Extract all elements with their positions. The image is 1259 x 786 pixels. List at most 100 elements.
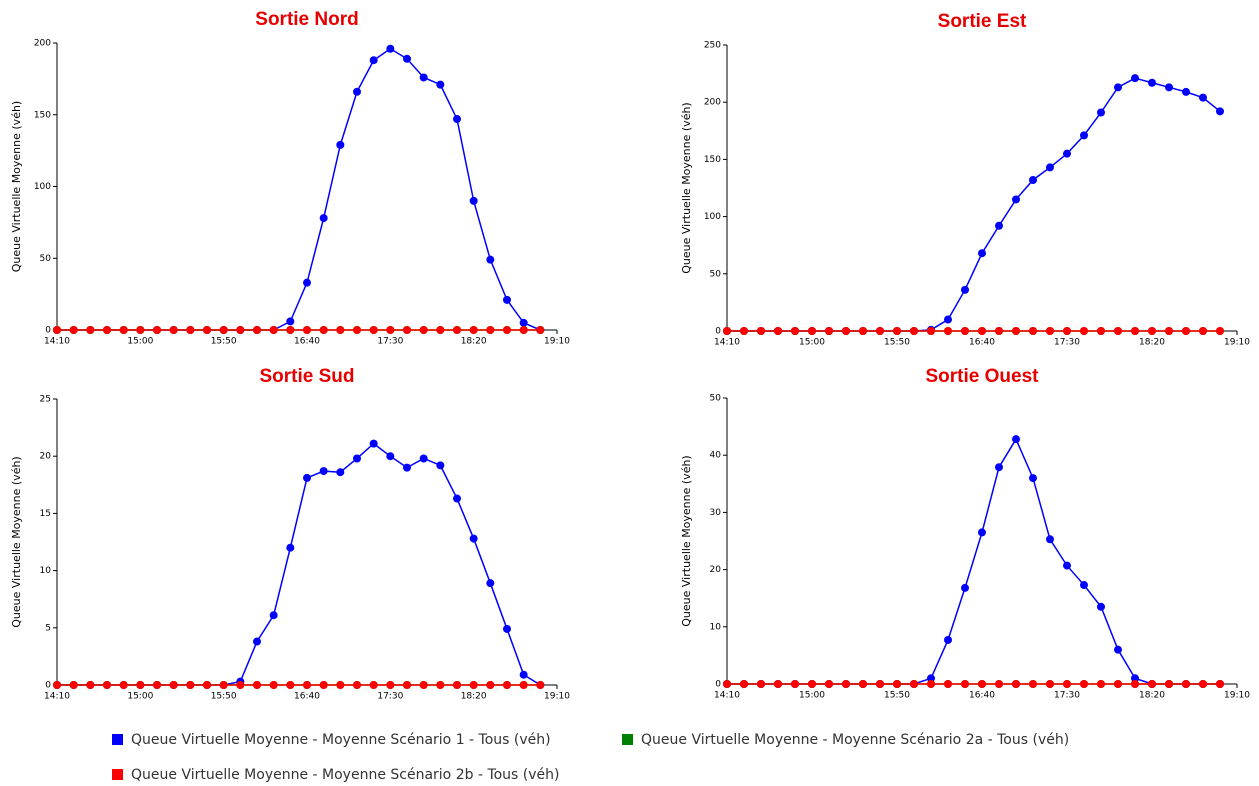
data-point xyxy=(1148,78,1156,87)
y-tick-label: 100 xyxy=(704,212,721,222)
data-point xyxy=(403,463,411,472)
data-point xyxy=(153,326,161,334)
data-point xyxy=(469,326,478,334)
data-point xyxy=(419,454,428,463)
chart-title: Sortie Sud xyxy=(259,366,354,387)
data-point xyxy=(69,326,78,334)
data-point xyxy=(469,196,478,205)
data-point xyxy=(1012,195,1020,204)
data-point xyxy=(486,681,495,689)
data-point xyxy=(1182,680,1190,688)
y-tick-label: 25 xyxy=(40,395,51,405)
x-tick-label: 16:40 xyxy=(969,338,995,348)
data-point xyxy=(859,327,867,335)
data-point xyxy=(995,463,1003,472)
data-point xyxy=(403,54,411,63)
data-point xyxy=(961,285,969,294)
x-tick-label: 17:30 xyxy=(1054,338,1080,348)
data-point xyxy=(403,326,411,334)
x-tick-label: 16:40 xyxy=(294,692,320,702)
data-point xyxy=(910,680,918,688)
series-line xyxy=(57,47,541,331)
data-point xyxy=(453,326,461,334)
y-tick-label: 0 xyxy=(715,327,721,337)
data-point xyxy=(436,461,445,470)
x-tick-label: 15:00 xyxy=(799,691,825,701)
data-point xyxy=(927,327,935,335)
data-point xyxy=(103,326,111,334)
series-line xyxy=(727,77,1221,332)
data-point xyxy=(369,326,378,334)
y-axis-label: Queue Virtuelle Moyenne (véh) xyxy=(10,456,23,627)
series-line xyxy=(57,442,541,686)
x-tick-label: 14:10 xyxy=(714,691,740,701)
x-tick-label: 14:10 xyxy=(44,337,70,347)
y-tick-label: 0 xyxy=(45,326,51,336)
data-point xyxy=(995,680,1003,688)
x-tick-label: 18:20 xyxy=(1139,338,1165,348)
y-tick-label: 5 xyxy=(45,623,51,633)
data-point xyxy=(469,681,478,689)
data-point xyxy=(53,326,61,334)
data-point xyxy=(1080,680,1088,688)
y-axis-label: Queue Virtuelle Moyenne (véh) xyxy=(680,102,693,273)
data-point xyxy=(453,681,461,689)
data-point xyxy=(961,680,969,688)
data-point xyxy=(1165,680,1173,688)
data-point xyxy=(1046,680,1054,688)
data-point xyxy=(944,635,952,644)
data-point xyxy=(1080,581,1088,590)
data-point xyxy=(757,680,765,688)
data-point xyxy=(203,326,211,334)
data-point xyxy=(876,327,884,335)
data-point xyxy=(386,452,395,461)
data-point xyxy=(961,583,969,592)
data-point xyxy=(269,326,278,334)
data-point xyxy=(336,140,345,149)
data-point xyxy=(1097,602,1105,611)
x-tick-label: 14:10 xyxy=(44,692,70,702)
data-point xyxy=(486,579,495,588)
y-tick-label: 10 xyxy=(710,622,722,632)
legend-label: Queue Virtuelle Moyenne - Moyenne Scénar… xyxy=(641,732,1069,748)
data-point xyxy=(336,681,345,689)
data-point xyxy=(403,681,411,689)
data-point xyxy=(353,326,361,334)
data-point xyxy=(303,681,311,689)
x-tick-label: 14:10 xyxy=(714,338,740,348)
x-tick-label: 17:30 xyxy=(377,337,403,347)
data-point xyxy=(269,681,278,689)
data-point xyxy=(740,680,748,688)
x-tick-label: 15:00 xyxy=(127,692,153,702)
data-point xyxy=(944,680,952,688)
data-point xyxy=(453,115,461,124)
x-tick-label: 15:50 xyxy=(211,337,237,347)
data-point xyxy=(961,327,969,335)
data-point xyxy=(486,326,495,334)
data-point xyxy=(503,624,511,633)
data-point xyxy=(723,680,731,688)
data-point xyxy=(1131,680,1139,688)
data-point xyxy=(436,80,445,89)
legend-label: Queue Virtuelle Moyenne - Moyenne Scénar… xyxy=(131,732,551,748)
data-point xyxy=(1029,327,1037,335)
data-point xyxy=(503,681,511,689)
x-tick-label: 18:20 xyxy=(1139,691,1165,701)
data-point xyxy=(369,56,378,65)
y-tick-label: 20 xyxy=(710,565,722,575)
data-point xyxy=(386,44,395,53)
data-point xyxy=(1114,83,1122,92)
data-point xyxy=(978,680,986,688)
y-tick-label: 150 xyxy=(34,110,51,120)
data-point xyxy=(69,681,78,689)
data-point xyxy=(369,681,378,689)
data-point xyxy=(1046,327,1054,335)
data-point xyxy=(1216,107,1224,116)
data-point xyxy=(1012,680,1020,688)
x-tick-label: 18:20 xyxy=(461,337,487,347)
data-point xyxy=(86,681,95,689)
data-point xyxy=(1114,680,1122,688)
data-point xyxy=(236,681,245,689)
data-point xyxy=(103,681,111,689)
